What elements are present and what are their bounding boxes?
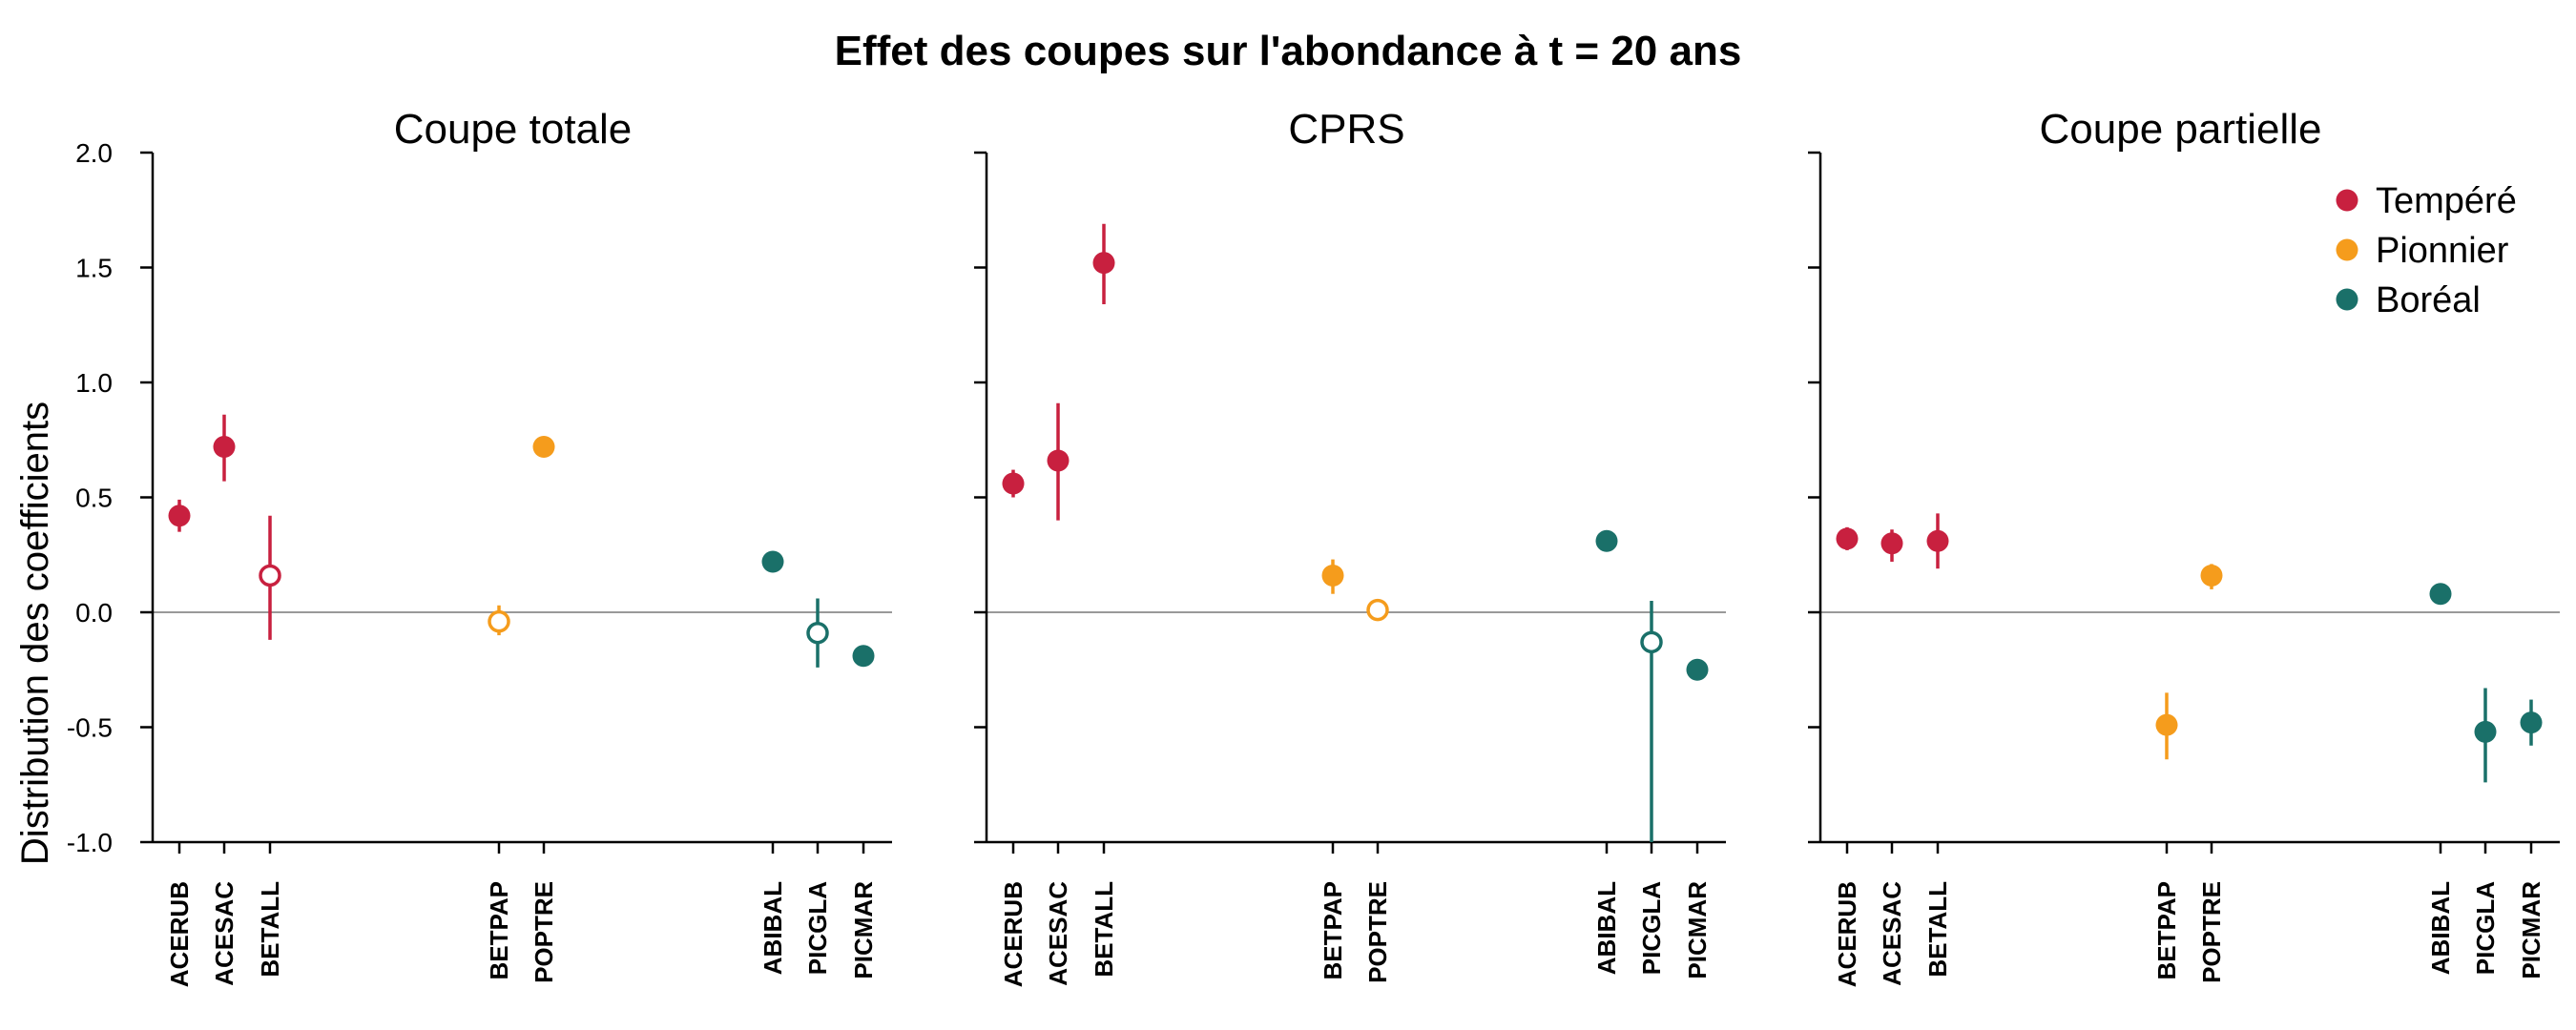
point-range-betall — [259, 515, 281, 640]
point-range-betall — [1926, 513, 1949, 569]
legend-item-pionnier: Pionnier — [2336, 231, 2509, 271]
y-tick-label: 0.0 — [75, 598, 113, 628]
point-range-picgla — [1640, 600, 1663, 842]
panel-title: Coupe partielle — [2040, 106, 2322, 153]
y-tick-label: 1.5 — [75, 254, 113, 283]
point-marker — [1686, 658, 1709, 681]
x-tick-label-acesac: ACESAC — [1878, 881, 1906, 986]
x-tick-label-picmar: PICMAR — [2517, 881, 2545, 979]
point-range-picgla — [806, 598, 829, 668]
point-range-poptre — [2200, 564, 2223, 589]
point-marker — [2155, 713, 2178, 736]
x-tick-label-acerub: ACERUB — [999, 881, 1028, 987]
x-tick-label-acesac: ACESAC — [210, 881, 239, 986]
x-tick-label-betall: BETALL — [256, 881, 284, 978]
point-range-picgla — [2474, 688, 2497, 783]
legend-label: Tempéré — [2376, 181, 2517, 221]
point-range-poptre — [532, 435, 555, 458]
open-point-marker — [259, 564, 281, 587]
point-range-acerub — [1836, 526, 1859, 550]
x-tick-label-acesac: ACESAC — [1044, 881, 1072, 986]
point-range-betall — [1092, 223, 1115, 305]
point-marker — [852, 645, 875, 668]
point-marker — [1092, 252, 1115, 275]
point-marker — [532, 435, 555, 458]
open-point-marker — [488, 609, 510, 633]
point-marker — [761, 550, 784, 573]
legend-marker — [2336, 189, 2358, 212]
x-tick-label-betpap: BETPAP — [2152, 881, 2181, 980]
panel-title: Coupe totale — [394, 106, 633, 153]
point-range-picmar — [2520, 699, 2543, 746]
y-tick-label: -1.0 — [67, 828, 113, 857]
point-marker — [1002, 472, 1025, 495]
y-tick-label: 2.0 — [75, 138, 113, 168]
x-tick-label-picgla: PICGLA — [2471, 881, 2500, 975]
point-range-abibal — [761, 550, 784, 573]
point-range-picmar — [1686, 658, 1709, 681]
x-tick-label-betall: BETALL — [1090, 881, 1118, 978]
panel-coupe-partielle: Coupe partielle ACERUB ACESAC BETALL BETPAP P… — [1808, 106, 2560, 987]
point-marker — [1926, 529, 1949, 552]
legend-marker — [2336, 288, 2358, 311]
panel-title: CPRS — [1288, 106, 1404, 153]
x-tick-label-acerub: ACERUB — [1833, 881, 1861, 987]
legend-item-tempere: Tempéré — [2336, 181, 2517, 221]
point-marker — [1321, 564, 1344, 587]
legend-label: Boréal — [2376, 280, 2481, 320]
point-range-acesac — [1047, 402, 1070, 521]
x-tick-label-betpap: BETPAP — [485, 881, 513, 980]
point-range-acesac — [213, 414, 236, 482]
point-marker — [213, 435, 236, 458]
legend-label: Pionnier — [2376, 231, 2509, 271]
figure-title: Effet des coupes sur l'abondance à t = 2… — [835, 28, 1742, 74]
open-point-marker — [1640, 630, 1663, 654]
x-tick-label-picmar: PICMAR — [1683, 881, 1712, 979]
x-tick-label-poptre: POPTRE — [1363, 881, 1392, 983]
point-marker — [1880, 532, 1903, 555]
point-marker — [2429, 583, 2452, 606]
point-marker — [1836, 527, 1859, 550]
point-range-betpap — [1321, 559, 1344, 594]
x-tick-label-abibal: ABIBAL — [2426, 881, 2455, 975]
point-range-acerub — [168, 499, 191, 532]
y-axis-label: Distribution des coefficients — [14, 402, 56, 865]
point-range-picmar — [852, 645, 875, 668]
y-tick-label: -0.5 — [67, 713, 113, 743]
x-tick-label-picmar: PICMAR — [849, 881, 878, 979]
panel-cprs: CPRS ACERUB ACESAC BETALL BETPAP POPTRE ABIBAL… — [974, 106, 1726, 987]
point-range-abibal — [1595, 529, 1618, 552]
legend-item-boreal: Boréal — [2336, 280, 2481, 320]
point-range-betpap — [488, 605, 510, 636]
x-tick-label-poptre: POPTRE — [2197, 881, 2226, 983]
x-tick-label-picgla: PICGLA — [1637, 881, 1666, 975]
point-marker — [2520, 711, 2543, 734]
panels: Coupe totale -1.0 -0.5 0.0 0.5 1.0 1.5 2.0 ACERU… — [67, 106, 2560, 987]
point-marker — [2200, 564, 2223, 587]
point-marker — [168, 505, 191, 527]
x-tick-label-poptre: POPTRE — [530, 881, 558, 983]
y-tick-label: 1.0 — [75, 368, 113, 398]
point-marker — [2474, 720, 2497, 743]
point-range-acesac — [1880, 529, 1903, 562]
x-tick-label-betpap: BETPAP — [1319, 881, 1347, 980]
point-marker — [1595, 529, 1618, 552]
open-point-marker — [806, 621, 829, 645]
x-tick-label-abibal: ABIBAL — [1592, 881, 1621, 975]
x-tick-label-acerub: ACERUB — [165, 881, 194, 987]
point-range-abibal — [2429, 583, 2452, 606]
point-range-acerub — [1002, 469, 1025, 498]
x-tick-label-abibal: ABIBAL — [758, 881, 787, 975]
point-range-betpap — [2155, 692, 2178, 760]
panel-coupe-totale: Coupe totale -1.0 -0.5 0.0 0.5 1.0 1.5 2.0 ACERU… — [67, 106, 892, 987]
legend: Tempéré Pionnier Boréal — [2336, 181, 2517, 320]
x-tick-label-betall: BETALL — [1923, 881, 1952, 978]
y-tick-label: 0.5 — [75, 484, 113, 513]
point-marker — [1047, 449, 1070, 472]
open-point-marker — [1366, 598, 1389, 622]
point-range-poptre — [1366, 598, 1389, 622]
x-tick-label-picgla: PICGLA — [803, 881, 832, 975]
legend-marker — [2336, 238, 2358, 261]
